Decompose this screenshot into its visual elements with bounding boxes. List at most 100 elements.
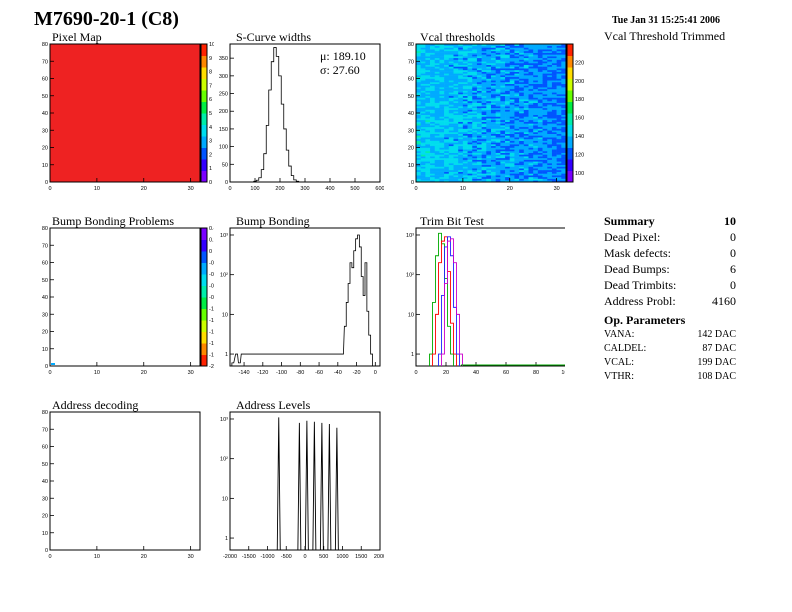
heatmap-cell — [444, 147, 450, 150]
heatmap-cell — [556, 119, 562, 122]
summary-heading-row: Summary 10 — [604, 213, 736, 229]
heatmap-cell — [458, 169, 464, 172]
heatmap-cell — [547, 119, 553, 122]
heatmap-cell — [448, 166, 454, 169]
heatmap-cell — [439, 68, 445, 71]
heatmap-cell — [519, 126, 525, 129]
heatmap-cell — [467, 113, 473, 116]
heatmap-cell — [500, 123, 506, 126]
heatmap-cell — [472, 130, 478, 133]
heatmap-cell — [500, 92, 506, 95]
heatmap-cell — [551, 126, 557, 129]
heatmap-cell — [561, 76, 567, 79]
heatmap-cell — [561, 152, 567, 155]
heatmap-cell — [486, 52, 492, 55]
palette-cell — [201, 297, 207, 309]
heatmap-cell — [458, 175, 464, 178]
heatmap-cell — [505, 83, 511, 86]
heatmap-cell — [542, 99, 548, 102]
heatmap-cell — [500, 178, 506, 181]
heatmap-cell — [453, 92, 459, 95]
heatmap-cell — [561, 73, 567, 76]
heatmap-cell — [561, 180, 567, 183]
heatmap-cell — [444, 97, 450, 100]
heatmap-cell — [439, 131, 445, 134]
heatmap-cell — [434, 97, 440, 100]
heatmap-cell — [472, 47, 478, 50]
y-tick-label: 70 — [42, 243, 48, 249]
heatmap-cell — [472, 163, 478, 166]
x-tick-label: -1000 — [260, 554, 274, 560]
heatmap-cell — [537, 161, 543, 164]
heatmap-cell — [462, 49, 468, 52]
x-tick-label: 500 — [350, 186, 359, 190]
y-tick-label: 40 — [42, 111, 48, 117]
heatmap-cell — [505, 150, 511, 153]
heatmap-cell — [444, 45, 450, 48]
heatmap-cell — [537, 78, 543, 81]
heatmap-cell — [495, 125, 501, 128]
palette-tick-label: 10 — [209, 42, 214, 48]
heatmap-cell — [481, 157, 487, 160]
heatmap-cell — [547, 83, 553, 86]
heatmap-cell — [551, 47, 557, 50]
heatmap-cell — [439, 45, 445, 48]
heatmap-cell — [537, 76, 543, 79]
heatmap-cell — [467, 161, 473, 164]
heatmap-cell — [556, 114, 562, 117]
heatmap-cell — [476, 118, 482, 121]
heatmap-cell — [542, 119, 548, 122]
heatmap-cell — [509, 97, 515, 100]
heatmap-cell — [561, 171, 567, 174]
heatmap-cell — [505, 138, 511, 141]
heatmap-cell — [467, 173, 473, 176]
heatmap-cell — [495, 138, 501, 141]
heatmap-cell — [542, 125, 548, 128]
heatmap-cell — [420, 175, 426, 178]
heatmap-cell — [505, 50, 511, 53]
heatmap-cell — [528, 87, 534, 90]
heatmap-cell — [561, 56, 567, 59]
heatmap-cell — [467, 81, 473, 84]
heatmap-cell — [500, 107, 506, 110]
heatmap-cell — [416, 135, 421, 138]
heatmap-cell — [425, 94, 431, 97]
heatmap-cell — [491, 145, 496, 148]
heatmap-cell — [476, 135, 482, 138]
heatmap-cell — [425, 157, 431, 160]
heatmap-cell — [514, 118, 520, 121]
summary-row: Mask defects: 0 — [604, 245, 736, 261]
heatmap-cell — [453, 166, 459, 169]
heatmap-cell — [448, 73, 454, 76]
heatmap-cell — [444, 83, 450, 86]
heatmap-cell — [486, 106, 492, 109]
heatmap-cell — [486, 78, 492, 81]
heatmap-cell — [500, 57, 506, 60]
heatmap-cell — [430, 78, 436, 81]
heatmap-cell — [514, 128, 520, 131]
heatmap-cell — [416, 76, 421, 79]
heatmap-cell — [420, 44, 426, 47]
heatmap-cell — [505, 161, 511, 164]
heatmap-cell — [420, 168, 426, 171]
heatmap-cell — [467, 76, 473, 79]
heatmap-cell — [439, 138, 445, 141]
heatmap-cell — [542, 75, 548, 78]
heatmap-cell — [528, 61, 534, 64]
heatmap-cell — [514, 81, 520, 84]
heatmap-cell — [444, 59, 450, 62]
heatmap-cell — [551, 62, 557, 65]
heatmap-cell — [556, 56, 562, 59]
heatmap-cell — [523, 73, 529, 76]
heatmap-cell — [476, 64, 482, 67]
heatmap-cell — [505, 47, 511, 50]
heatmap-cell — [448, 49, 454, 52]
heatmap-cell — [425, 85, 431, 88]
heatmap-cell — [551, 92, 557, 95]
heatmap-cell — [486, 175, 492, 178]
heatmap-cell — [509, 104, 515, 107]
heatmap-cell — [491, 44, 496, 47]
heatmap-cell — [448, 180, 454, 183]
plot-frame — [415, 227, 565, 367]
heatmap-cell — [509, 171, 515, 174]
